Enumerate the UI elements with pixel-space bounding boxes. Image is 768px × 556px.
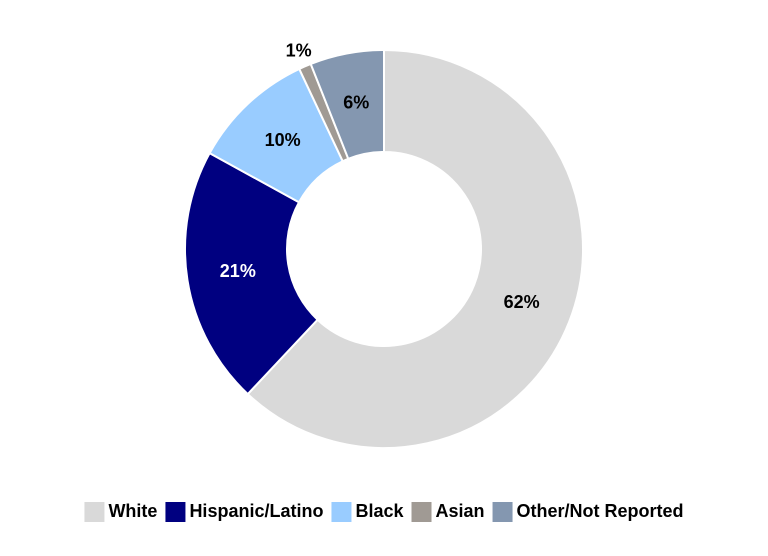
donut-slice xyxy=(184,151,320,396)
value-label: 21% xyxy=(220,261,256,281)
legend-swatch xyxy=(84,502,105,522)
donut-slice xyxy=(309,48,385,161)
value-label: 1% xyxy=(286,40,312,60)
legend-label: White xyxy=(108,501,157,521)
value-label: 62% xyxy=(504,292,540,312)
legend-label: Black xyxy=(355,501,404,521)
legend-swatch xyxy=(411,502,432,522)
value-label: 10% xyxy=(265,130,301,150)
legend-swatch xyxy=(331,502,352,522)
legend-label: Hispanic/Latino xyxy=(189,501,323,521)
legend-swatch xyxy=(165,502,186,522)
legend-label: Asian xyxy=(436,501,485,521)
legend-label: Other/Not Reported xyxy=(517,501,684,521)
donut-slice xyxy=(246,48,584,449)
legend-swatch xyxy=(492,502,513,522)
value-label: 6% xyxy=(343,92,369,112)
